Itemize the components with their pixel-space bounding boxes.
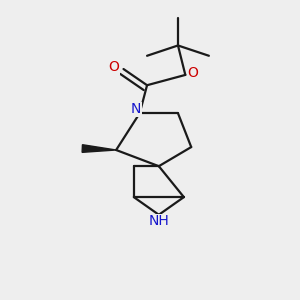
Text: N: N [131, 102, 141, 116]
Polygon shape [82, 145, 116, 152]
Text: NH: NH [148, 214, 169, 228]
Text: O: O [109, 60, 119, 74]
Text: O: O [187, 66, 198, 80]
